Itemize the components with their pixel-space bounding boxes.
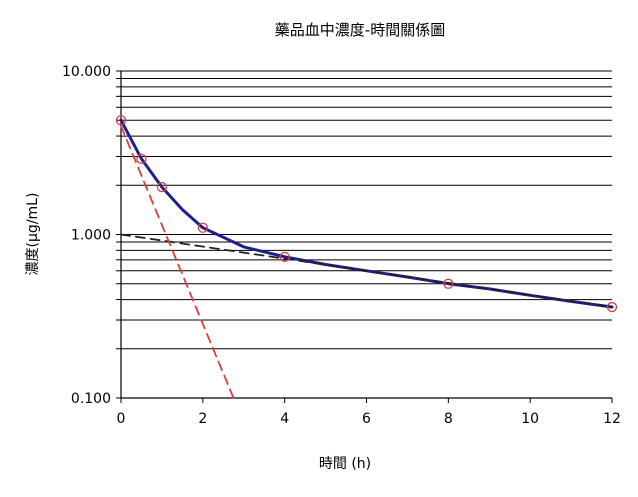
y-axis-label: 濃度(μg/mL) bbox=[25, 193, 41, 276]
axes bbox=[116, 70, 613, 403]
data-point bbox=[279, 251, 290, 262]
x-tick-label: 2 bbox=[198, 411, 207, 427]
x-axis-label: 時間 (h) bbox=[319, 456, 371, 472]
y-tick-label: 0.100 bbox=[71, 391, 111, 407]
data-point bbox=[197, 222, 208, 233]
x-tick-label: 10 bbox=[521, 411, 539, 427]
data-point bbox=[443, 278, 454, 289]
y-tick-label: 1.000 bbox=[71, 228, 111, 244]
series-line-1 bbox=[119, 118, 614, 309]
data-points bbox=[115, 115, 618, 313]
x-tick-label: 8 bbox=[444, 411, 453, 427]
series-line-2 bbox=[120, 233, 613, 308]
data-point bbox=[606, 301, 618, 313]
series-line-3 bbox=[120, 125, 235, 399]
data-point bbox=[136, 153, 147, 165]
series-group bbox=[119, 118, 614, 399]
x-tick-label: 4 bbox=[280, 411, 289, 427]
x-tick-label: 6 bbox=[362, 411, 371, 427]
x-tick-label: 0 bbox=[117, 411, 126, 427]
data-point bbox=[156, 181, 168, 193]
y-tick-label: 10.000 bbox=[62, 64, 111, 80]
data-point bbox=[115, 115, 127, 126]
chart-title: 藥品血中濃度-時間關係圖 bbox=[275, 21, 445, 39]
tick-labels: 0.100 1.000 10.000 0 2 4 6 8 10 12 bbox=[62, 64, 621, 427]
gridlines bbox=[121, 70, 612, 350]
x-tick-label: 12 bbox=[603, 411, 621, 427]
